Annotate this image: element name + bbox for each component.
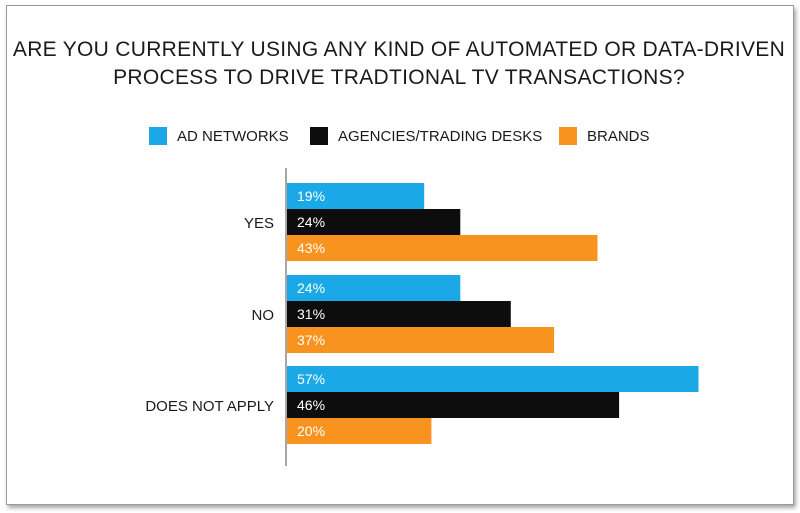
bar-does-not-apply-ad-networks xyxy=(287,366,699,392)
legend-swatch-agencies xyxy=(310,127,328,145)
category-label-no: NO xyxy=(252,307,275,324)
bar-does-not-apply-brands xyxy=(287,418,432,444)
data-label-no-agencies: 31% xyxy=(297,306,325,322)
legend-item-brands: BRANDS xyxy=(559,124,650,148)
legend-label-ad-networks: AD NETWORKS xyxy=(177,127,289,145)
data-label-yes-brands: 43% xyxy=(297,240,325,256)
legend-swatch-brands xyxy=(559,127,577,145)
category-label-does-not-apply: DOES NOT APPLY xyxy=(145,398,274,415)
category-label-yes: YES xyxy=(244,215,274,232)
data-label-no-ad-networks: 24% xyxy=(297,280,325,296)
data-label-yes-ad-networks: 19% xyxy=(297,188,325,204)
bar-no-ad-networks xyxy=(287,275,461,301)
bar-yes-agencies xyxy=(287,209,461,235)
data-label-does-not-apply-brands: 20% xyxy=(297,423,325,439)
data-label-yes-agencies: 24% xyxy=(297,214,325,230)
legend-swatch-ad-networks xyxy=(149,127,167,145)
chart-title-line-1: ARE YOU CURRENTLY USING ANY KIND OF AUTO… xyxy=(12,38,786,61)
chart-title-line-2: PROCESS TO DRIVE TRADTIONAL TV TRANSACTI… xyxy=(113,66,685,89)
bar-does-not-apply-agencies xyxy=(287,392,620,418)
bar-no-brands xyxy=(287,327,555,353)
legend-item-ad-networks: AD NETWORKS xyxy=(149,124,289,148)
bar-yes-ad-networks xyxy=(287,183,425,209)
legend-item-agencies: AGENCIES/TRADING DESKS xyxy=(310,124,542,148)
chart-legend: AD NETWORKS AGENCIES/TRADING DESKS BRAND… xyxy=(0,124,800,148)
legend-label-agencies: AGENCIES/TRADING DESKS xyxy=(338,127,543,145)
data-label-no-brands: 37% xyxy=(297,332,325,348)
data-label-does-not-apply-agencies: 46% xyxy=(297,397,325,413)
data-label-does-not-apply-ad-networks: 57% xyxy=(297,371,325,387)
legend-label-brands: BRANDS xyxy=(587,127,650,145)
bar-no-agencies xyxy=(287,301,511,327)
bar-yes-brands xyxy=(287,235,598,261)
